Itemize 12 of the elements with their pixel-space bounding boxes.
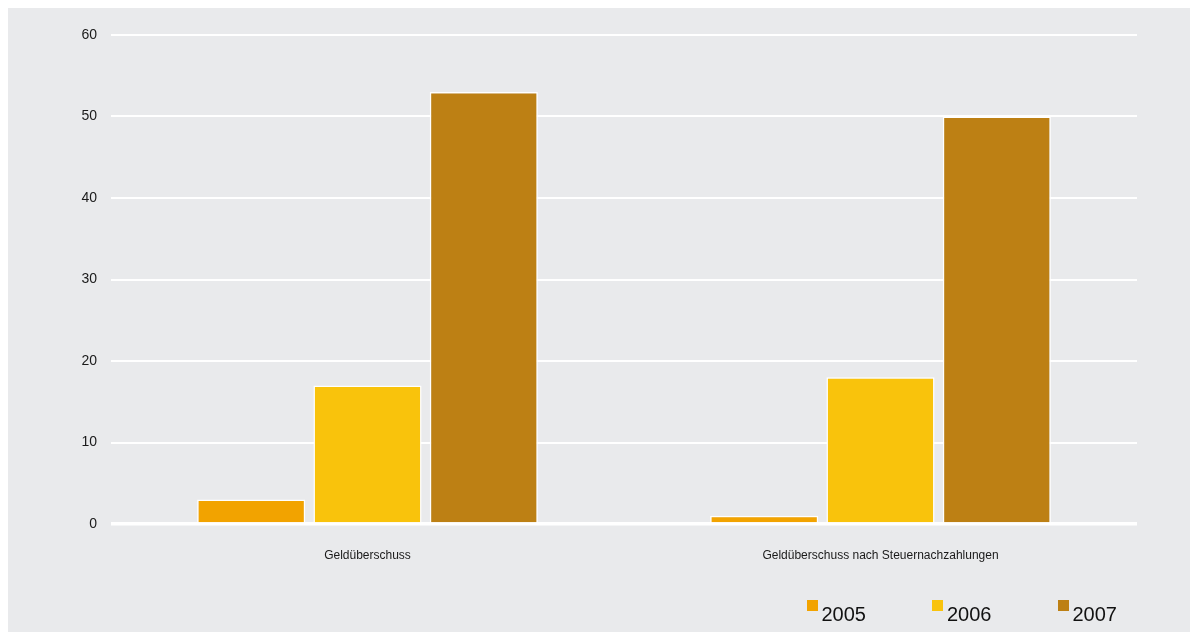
y-tick-label: 0 — [89, 514, 98, 531]
legend-label: 2006 — [947, 603, 992, 625]
y-tick-label: 50 — [81, 107, 98, 124]
x-tick-label: Geldüberschuss — [324, 547, 411, 562]
legend-label: 2005 — [821, 603, 866, 625]
legend-label: 2007 — [1072, 603, 1117, 625]
y-tick-label: 60 — [81, 25, 98, 42]
y-tick-label: 20 — [81, 351, 98, 368]
y-tick-label: 30 — [81, 270, 98, 287]
x-tick-label: Geldüberschuss nach Steuernachzahlungen — [762, 547, 999, 562]
y-tick-label: 40 — [81, 188, 98, 205]
y-tick-label: 10 — [81, 433, 98, 450]
